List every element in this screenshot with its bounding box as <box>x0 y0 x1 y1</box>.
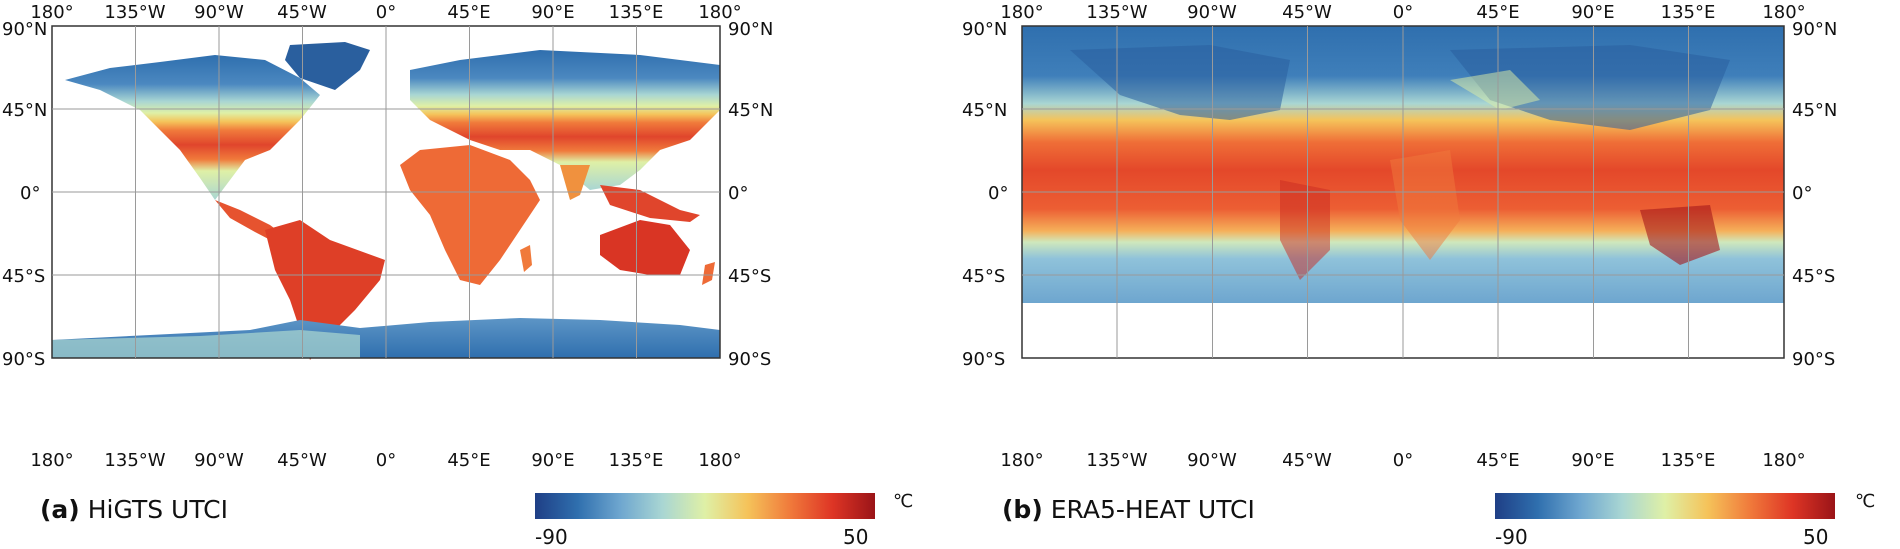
lon-label-top: 180° <box>1000 2 1044 23</box>
lon-label-top: 45°W <box>277 2 327 23</box>
lat-label-right: 45°S <box>728 266 772 287</box>
lon-label-bottom: 45°E <box>447 450 491 471</box>
lat-label-right: 45°S <box>1792 266 1836 287</box>
lat-label-left: 0° <box>20 183 41 204</box>
lat-label-left: 45°N <box>962 100 1008 121</box>
colorbar-min-label: -90 <box>1495 525 1528 549</box>
panel-title: HiGTS UTCI <box>87 495 228 524</box>
unit-label: ℃ <box>893 491 914 512</box>
lat-label-left: 90°N <box>2 19 48 40</box>
lon-label-top: 45°E <box>447 2 491 23</box>
lon-label-bottom: 90°E <box>1571 450 1615 471</box>
colorbar-min-label: -90 <box>535 525 568 549</box>
lon-label-bottom: 45°W <box>277 450 327 471</box>
lon-label-bottom: 0° <box>1392 450 1414 471</box>
lat-label-right: 0° <box>1792 183 1813 204</box>
lat-label-left: 90°S <box>2 349 46 370</box>
lon-label-top: 90°W <box>1187 2 1237 23</box>
lat-label-right: 90°N <box>728 19 774 40</box>
lon-label-top: 180° <box>30 2 74 23</box>
panel-letter: (b) <box>1002 495 1043 524</box>
panel-letter: (a) <box>40 495 80 524</box>
lat-label-right: 90°N <box>1792 19 1838 40</box>
lon-label-bottom: 90°W <box>194 450 244 471</box>
lon-label-top: 135°E <box>608 2 664 23</box>
lon-label-top: 90°W <box>194 2 244 23</box>
lon-label-bottom: 135°E <box>1660 450 1716 471</box>
lon-label-top: 180° <box>698 2 742 23</box>
lat-label-left: 90°S <box>962 349 1006 370</box>
lon-label-bottom: 180° <box>698 450 742 471</box>
map-a <box>51 25 721 360</box>
lon-label-top: 135°W <box>1086 2 1148 23</box>
lon-label-top: 135°W <box>104 2 166 23</box>
lon-label-bottom: 180° <box>1762 450 1806 471</box>
lat-label-left: 45°S <box>962 266 1006 287</box>
lat-label-right: 90°S <box>728 349 772 370</box>
colorbar-max-label: 50 <box>1803 525 1829 549</box>
panel-b: 180° 135°W 90°W 45°W 0° 45°E 90°E 135°E … <box>950 0 1900 549</box>
lon-label-bottom: 180° <box>1000 450 1044 471</box>
lat-label-left: 90°N <box>962 19 1008 40</box>
colorbar-b <box>1495 493 1835 519</box>
unit-label: ℃ <box>1855 491 1876 512</box>
panel-a: 180° 135°W 90°W 45°W 0° 45°E 90°E 135°E … <box>0 0 950 549</box>
lon-label-bottom: 90°W <box>1187 450 1237 471</box>
lon-label-bottom: 45°E <box>1476 450 1520 471</box>
lat-label-left: 45°N <box>2 100 48 121</box>
lon-label-top: 90°E <box>531 2 575 23</box>
lat-label-left: 0° <box>988 183 1009 204</box>
lon-label-bottom: 45°W <box>1282 450 1332 471</box>
panel-caption-b: (b) ERA5-HEAT UTCI <box>1002 495 1255 524</box>
lon-label-top: 45°W <box>1282 2 1332 23</box>
lon-label-top: 90°E <box>1571 2 1615 23</box>
lon-label-bottom: 90°E <box>531 450 575 471</box>
lat-label-right: 0° <box>728 183 749 204</box>
lon-label-top: 45°E <box>1476 2 1520 23</box>
gridlines-b <box>1022 26 1784 358</box>
lat-label-right: 45°N <box>728 100 774 121</box>
lon-label-top: 0° <box>375 2 397 23</box>
panel-caption-a: (a) HiGTS UTCI <box>40 495 228 524</box>
colorbar-a <box>535 493 875 519</box>
lon-label-bottom: 0° <box>375 450 397 471</box>
lat-label-left: 45°S <box>2 266 46 287</box>
lat-label-right: 90°S <box>1792 349 1836 370</box>
lon-label-top: 0° <box>1392 2 1414 23</box>
lon-label-bottom: 135°E <box>608 450 664 471</box>
lon-label-bottom: 135°W <box>104 450 166 471</box>
colorbar-max-label: 50 <box>843 525 869 549</box>
lon-label-top: 135°E <box>1660 2 1716 23</box>
map-b <box>1021 25 1785 359</box>
lon-label-bottom: 180° <box>30 450 74 471</box>
lat-label-right: 45°N <box>1792 100 1838 121</box>
lon-label-bottom: 135°W <box>1086 450 1148 471</box>
gridlines-a <box>52 26 720 358</box>
panel-title: ERA5-HEAT UTCI <box>1050 495 1255 524</box>
lon-label-top: 180° <box>1762 2 1806 23</box>
